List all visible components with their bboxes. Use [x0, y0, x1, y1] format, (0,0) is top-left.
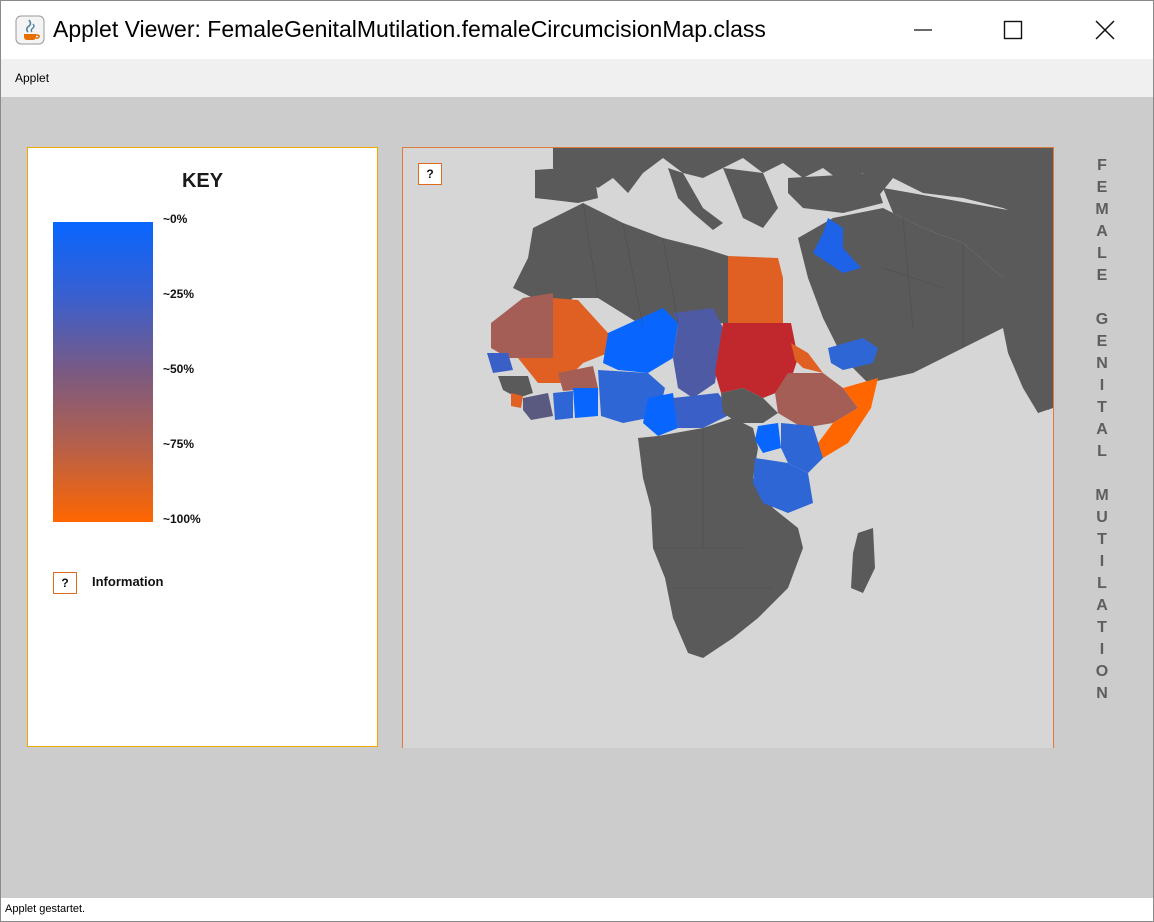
map-info-button[interactable]: ? [418, 163, 442, 185]
map-region-mauritania [491, 293, 553, 358]
menu-bar: Applet [1, 59, 1153, 97]
vertical-title-letter: I [1099, 641, 1105, 658]
map-region-burkina [558, 366, 598, 391]
map-region-chad [673, 308, 723, 398]
vertical-title-letter: T [1097, 399, 1107, 416]
map-region-kenya [781, 423, 823, 473]
map-region-balkans [723, 168, 778, 228]
vertical-title-letter: E [1096, 333, 1108, 350]
vertical-title-letter: T [1097, 531, 1107, 548]
map-region-eritrea [791, 343, 823, 373]
map-region-togo-benin [573, 388, 598, 418]
map-region-mali [518, 298, 608, 383]
menu-item-applet[interactable]: Applet [15, 71, 50, 85]
vertical-title-letter: A [1096, 223, 1108, 240]
window-title: Applet Viewer: FemaleGenitalMutilation.f… [53, 16, 766, 42]
vertical-title-letter: M [1095, 487, 1109, 504]
vertical-title-letter: E [1096, 267, 1108, 284]
key-info-button[interactable]: ? [53, 572, 77, 594]
map-region-sudan [715, 323, 798, 398]
key-gradient-bar [53, 222, 153, 522]
africa-map[interactable] [403, 148, 1053, 748]
africa-map-panel[interactable]: ? [402, 147, 1054, 748]
vertical-title-letter: G [1095, 311, 1109, 328]
map-region-senegal [487, 353, 513, 373]
maximize-icon [1003, 20, 1023, 40]
map-region-middle-east [798, 208, 1003, 383]
vertical-title-letter: N [1096, 355, 1108, 372]
map-region-madagascar [851, 528, 875, 593]
vertical-title-letter: L [1097, 245, 1107, 262]
vertical-title-letter: U [1096, 509, 1108, 526]
key-label-100: ~100% [163, 512, 201, 526]
map-region-india [1003, 328, 1053, 413]
map-region-guinea [498, 376, 533, 398]
key-label-25: ~25% [163, 287, 195, 301]
map-region-cameroon [643, 393, 678, 436]
vertical-title-letter: E [1096, 179, 1108, 196]
vertical-title-letter: A [1096, 421, 1108, 438]
information-label: Information [92, 574, 164, 589]
vertical-title-letter: A [1096, 597, 1108, 614]
vertical-title-letter: T [1097, 619, 1107, 636]
close-button[interactable] [1059, 1, 1151, 59]
map-region-south-sudan [721, 388, 778, 423]
map-region-iberia [535, 166, 598, 203]
maximize-button[interactable] [967, 1, 1059, 59]
java-icon [15, 15, 45, 45]
key-label-50: ~50% [163, 362, 195, 376]
key-title: KEY [181, 170, 224, 192]
applet-area: KEY ~0% ~25% ~50% ~75% ~100% ? Informati… [1, 97, 1153, 898]
map-region-sri-lanka [1041, 393, 1051, 410]
vertical-title-letter: I [1099, 553, 1105, 570]
map-region-turkey [788, 173, 883, 213]
map-region-southern-africa [638, 418, 803, 658]
map-region-europe [553, 148, 1053, 228]
vertical-title-letter: M [1095, 201, 1109, 218]
key-label-0: ~0% [163, 212, 188, 226]
vertical-title-letter: L [1097, 443, 1107, 460]
map-region-sierra-leone [511, 393, 523, 408]
vertical-title-letter: N [1096, 685, 1108, 702]
key-panel: KEY ~0% ~25% ~50% ~75% ~100% ? Informati… [27, 147, 378, 747]
map-region-north-africa [513, 203, 728, 326]
close-icon [1095, 20, 1115, 40]
minimize-icon [914, 29, 932, 31]
map-region-car [673, 393, 733, 428]
vertical-title-letter: I [1099, 377, 1105, 394]
key-label-75: ~75% [163, 437, 195, 451]
vertical-title-letter: F [1097, 157, 1107, 174]
minimize-button[interactable] [877, 1, 969, 59]
map-region-egypt [728, 256, 783, 323]
title-bar[interactable]: Applet Viewer: FemaleGenitalMutilation.f… [1, 1, 1153, 59]
map-region-yemen [828, 338, 878, 370]
map-region-ethiopia [775, 373, 858, 428]
status-bar: Applet gestartet. [1, 898, 1153, 921]
vertical-title-letter: L [1097, 575, 1107, 592]
status-text: Applet gestartet. [5, 903, 86, 915]
map-region-niger [603, 308, 678, 373]
map-region-ivory-coast [523, 393, 553, 420]
map-region-iraq [813, 218, 861, 273]
map-region-uganda [755, 423, 781, 453]
map-region-somalia [818, 378, 878, 458]
map-region-tanzania [753, 458, 813, 513]
map-region-italy [668, 168, 723, 230]
vertical-title-letter: O [1095, 663, 1109, 680]
map-region-asia [883, 188, 1053, 368]
map-region-ghana [553, 391, 573, 420]
